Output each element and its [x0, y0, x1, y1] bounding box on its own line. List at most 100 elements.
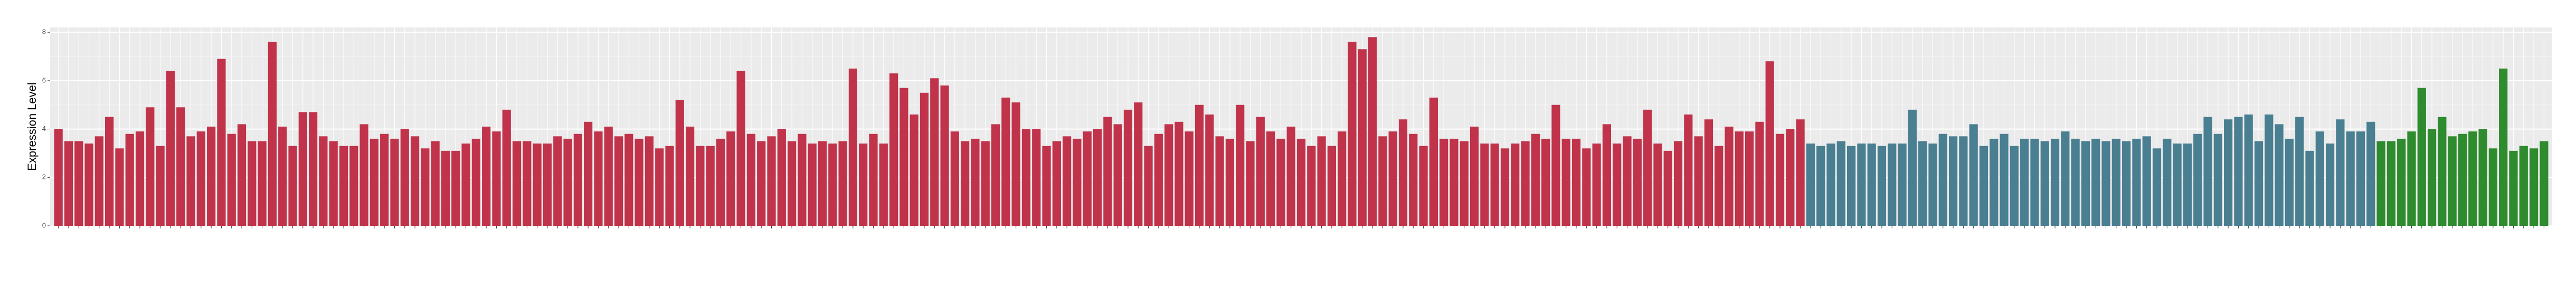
bar: [961, 141, 970, 226]
bar: [2132, 138, 2141, 226]
bar: [1338, 131, 1347, 226]
bar: [1419, 146, 1428, 226]
bar: [798, 133, 807, 226]
bar: [2325, 144, 2335, 226]
bar: [512, 141, 522, 226]
bar: [1796, 119, 1805, 226]
bar: [1571, 138, 1581, 226]
bar: [2448, 136, 2457, 226]
bar: [2203, 117, 2212, 226]
bar: [2152, 148, 2162, 226]
bar: [614, 136, 623, 226]
bar: [2305, 150, 2314, 226]
bar: [1521, 141, 1530, 226]
bar: [1623, 136, 1632, 226]
bar: [910, 114, 918, 226]
bar: [2336, 119, 2345, 226]
bar: [2295, 117, 2304, 226]
bar: [2254, 141, 2264, 226]
bar: [1205, 114, 1214, 226]
bar: [2285, 138, 2294, 226]
bar: [135, 131, 145, 226]
bar: [1836, 141, 1845, 226]
bar: [1113, 124, 1122, 226]
bar: [1460, 141, 1469, 226]
bar: [1439, 138, 1448, 226]
bar: [767, 136, 776, 226]
bar: [1296, 138, 1306, 226]
bar: [777, 129, 786, 226]
bar: [74, 141, 83, 226]
bar: [370, 138, 378, 226]
bar: [584, 121, 593, 226]
bar: [1032, 129, 1041, 226]
bar: [1052, 141, 1061, 226]
bar: [2244, 114, 2253, 226]
bar: [1083, 131, 1092, 226]
bar: [502, 109, 511, 226]
bar: [563, 138, 572, 226]
bar: [848, 68, 857, 226]
bar: [757, 141, 766, 226]
bar: [1215, 136, 1224, 226]
bar: [1450, 138, 1459, 226]
bar: [746, 133, 756, 226]
bar: [1327, 146, 1336, 226]
bar: [2010, 146, 2019, 226]
bar: [1745, 131, 1754, 226]
bar: [1073, 138, 1082, 226]
bar: [2366, 121, 2375, 226]
bar: [543, 144, 552, 226]
bar: [1409, 133, 1418, 226]
bar: [1663, 150, 1672, 226]
bar: [2499, 68, 2508, 226]
bar: [1144, 146, 1153, 226]
bar: [818, 141, 827, 226]
bar: [1042, 146, 1051, 226]
bar: [1888, 144, 1897, 226]
bar: [1990, 138, 1999, 226]
bar: [1348, 42, 1357, 226]
bar: [1979, 146, 1988, 226]
bar: [176, 107, 185, 226]
bar: [2091, 138, 2100, 226]
bar: [1643, 109, 1652, 226]
bar: [624, 133, 633, 226]
bar: [869, 133, 878, 226]
bar: [1928, 144, 1937, 226]
bar: [84, 144, 93, 226]
bar: [2183, 144, 2192, 226]
bar: [889, 73, 898, 226]
bar: [2540, 141, 2549, 226]
bar: [899, 88, 908, 226]
bar: [1755, 121, 1764, 226]
bar: [1531, 133, 1540, 226]
bar: [604, 127, 613, 226]
bar: [1725, 127, 1734, 226]
bar: [950, 131, 959, 226]
bar: [1266, 131, 1275, 226]
bar: [308, 112, 318, 226]
bar: [533, 144, 542, 226]
bar: [278, 127, 287, 226]
bar: [2519, 146, 2528, 226]
bar: [553, 136, 562, 226]
bar: [94, 136, 103, 226]
bar: [2111, 138, 2120, 226]
bar: [2417, 88, 2426, 226]
bar: [2000, 133, 2009, 226]
bar: [594, 131, 603, 226]
bar: [1236, 104, 1245, 226]
bar: [645, 136, 654, 226]
bar: [431, 141, 440, 226]
bar: [2163, 138, 2172, 226]
bar: [2275, 124, 2284, 226]
bar: [573, 133, 582, 226]
bar: [1398, 119, 1408, 226]
bar: [146, 107, 155, 226]
bar: [1134, 102, 1143, 226]
bar: [410, 136, 420, 226]
bar: [1602, 124, 1612, 226]
bar: [1938, 133, 1947, 226]
bar: [1948, 136, 1958, 226]
